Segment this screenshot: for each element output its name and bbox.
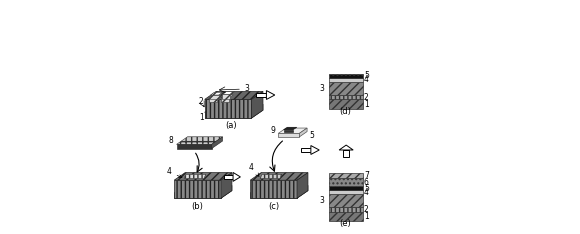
Text: (e): (e) <box>340 219 351 228</box>
Polygon shape <box>221 173 232 198</box>
Bar <box>329 190 362 194</box>
Bar <box>211 95 219 99</box>
Text: (a): (a) <box>226 121 237 130</box>
Polygon shape <box>250 180 297 198</box>
Polygon shape <box>260 174 282 179</box>
Polygon shape <box>251 91 263 118</box>
Polygon shape <box>284 130 293 132</box>
Bar <box>256 93 267 97</box>
Polygon shape <box>205 104 263 112</box>
Bar <box>224 175 234 179</box>
Polygon shape <box>297 186 308 198</box>
Polygon shape <box>311 146 319 154</box>
Bar <box>222 95 230 99</box>
Polygon shape <box>221 95 233 98</box>
Text: (b): (b) <box>191 202 204 212</box>
Polygon shape <box>212 137 223 149</box>
Polygon shape <box>176 137 223 144</box>
Polygon shape <box>233 172 240 181</box>
Polygon shape <box>176 144 212 149</box>
Polygon shape <box>278 128 307 133</box>
Polygon shape <box>266 91 275 99</box>
Polygon shape <box>250 186 308 193</box>
Text: 4: 4 <box>364 188 369 197</box>
Bar <box>329 178 362 186</box>
Polygon shape <box>278 133 299 137</box>
Text: 1: 1 <box>364 100 369 109</box>
Text: (c): (c) <box>268 202 279 212</box>
Polygon shape <box>205 91 263 99</box>
Text: 8: 8 <box>169 136 173 145</box>
Bar <box>343 150 349 157</box>
Text: 5: 5 <box>364 71 369 80</box>
Text: 2: 2 <box>199 97 204 106</box>
Polygon shape <box>297 173 308 198</box>
Text: 2: 2 <box>364 93 369 102</box>
Polygon shape <box>339 145 353 150</box>
Bar <box>329 95 362 99</box>
Polygon shape <box>174 193 221 198</box>
Polygon shape <box>250 173 308 180</box>
Bar <box>329 194 362 207</box>
Polygon shape <box>211 92 223 95</box>
Polygon shape <box>222 92 234 95</box>
Text: 3: 3 <box>245 84 250 93</box>
Bar <box>329 186 362 190</box>
Text: (d): (d) <box>340 107 351 116</box>
Text: 7: 7 <box>364 171 369 180</box>
Text: 4: 4 <box>364 75 369 84</box>
Text: 6: 6 <box>364 178 369 187</box>
Text: 9: 9 <box>271 126 276 135</box>
Text: 2: 2 <box>364 205 369 214</box>
Polygon shape <box>250 193 297 198</box>
Polygon shape <box>174 186 232 193</box>
Bar <box>329 82 362 95</box>
Bar <box>329 99 362 109</box>
Polygon shape <box>299 128 307 137</box>
Polygon shape <box>284 127 297 130</box>
Text: 1: 1 <box>364 212 369 221</box>
Text: 4: 4 <box>249 163 259 176</box>
Bar <box>329 173 362 178</box>
Text: 3: 3 <box>320 196 324 205</box>
Text: 5: 5 <box>309 131 314 140</box>
Polygon shape <box>209 95 222 98</box>
Text: 1: 1 <box>199 113 204 121</box>
Text: 4: 4 <box>167 167 182 178</box>
Bar <box>329 207 362 212</box>
Polygon shape <box>174 173 232 180</box>
Polygon shape <box>221 186 232 198</box>
Bar <box>329 212 362 221</box>
Text: 3: 3 <box>320 84 324 93</box>
Bar <box>300 148 312 152</box>
Text: 5: 5 <box>364 184 369 193</box>
Bar <box>221 98 229 102</box>
Bar <box>329 78 362 82</box>
Polygon shape <box>205 99 251 118</box>
Bar <box>209 98 218 102</box>
Polygon shape <box>174 180 221 198</box>
Polygon shape <box>251 104 263 118</box>
Bar <box>329 74 362 78</box>
Polygon shape <box>184 174 206 179</box>
Polygon shape <box>205 112 251 118</box>
